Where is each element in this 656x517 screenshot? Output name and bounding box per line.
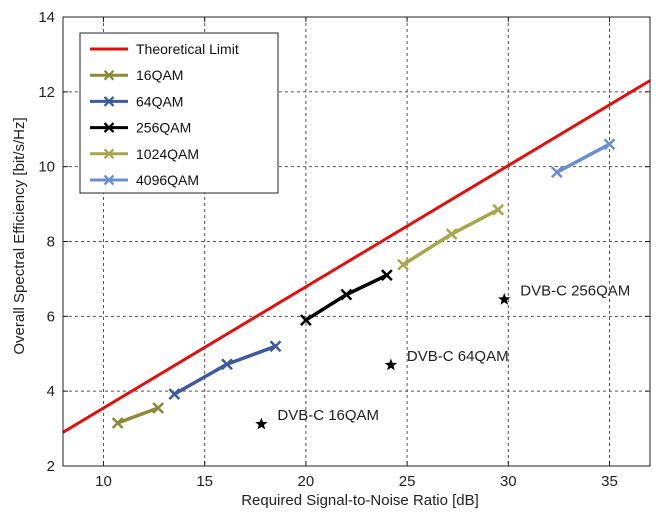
data-point [168, 388, 181, 401]
marker-stroke [380, 269, 393, 282]
marker-stroke [551, 166, 563, 179]
y-tick-label: 14 [38, 9, 55, 26]
data-point [551, 166, 563, 179]
series-16qam [111, 402, 165, 429]
x-tick-label: 15 [196, 473, 213, 490]
series-line [62, 79, 651, 434]
x-tick-label: 30 [500, 473, 517, 490]
series-theoretical-limit [62, 79, 651, 434]
series-line [117, 406, 159, 425]
marker-stroke [445, 228, 458, 240]
data-point [340, 288, 353, 301]
tick-labels: 10 15 20 25 30 35 2 4 6 8 10 12 14 [38, 9, 618, 490]
marker-stroke [111, 417, 124, 429]
marker-stroke [340, 288, 353, 301]
legend-entry-16qam: 16QAM [90, 67, 183, 83]
series-line [556, 142, 611, 174]
marker-stroke [103, 69, 115, 81]
legend-entry-4096qam: 4096QAM [90, 172, 199, 188]
marker-stroke [103, 96, 115, 107]
legend-label: 256QAM [136, 120, 191, 136]
data-point [397, 258, 409, 271]
legend-marker [103, 96, 115, 107]
series-layer [62, 79, 651, 434]
y-axis-label: Overall Spectral Efficiency [bit/s/Hz] [11, 117, 28, 354]
x-tick-label: 10 [95, 473, 112, 490]
marker-stroke [103, 148, 115, 160]
marker-stroke [492, 203, 505, 216]
legend-box [79, 32, 279, 194]
annotation-label: DVB-C 64QAM [407, 348, 509, 365]
series-64qam [168, 340, 282, 401]
legend-marker [103, 174, 115, 186]
y-tick-label: 2 [47, 458, 55, 475]
legend-marker [103, 122, 115, 133]
series-256qam [300, 269, 393, 326]
data-point [111, 417, 124, 429]
legend-entry-64qam: 64QAM [90, 93, 183, 109]
star-marker [498, 293, 511, 305]
legend: Theoretical Limit 16QAM 64QAM 256QAM 1024QAM… [79, 32, 279, 194]
x-tick-label: 25 [399, 473, 416, 490]
series-1024qam [397, 203, 505, 271]
data-point [300, 314, 312, 326]
star-marker [255, 417, 268, 430]
x-axis-label: Required Signal-to-Noise Ratio [dB] [241, 492, 479, 509]
data-point [492, 203, 505, 216]
data-point [269, 340, 282, 353]
annotation-label: DVB-C 16QAM [277, 407, 379, 424]
marker-stroke [103, 122, 115, 133]
legend-entry-256qam: 256QAM [90, 120, 191, 136]
axes-frame [62, 16, 651, 467]
y-tick-label: 10 [38, 159, 55, 176]
legend-entry-1024qam: 1024QAM [90, 146, 199, 162]
legend-label: 64QAM [136, 93, 183, 109]
y-tick-label: 4 [47, 383, 55, 400]
marker-stroke [300, 314, 312, 326]
legend-label: 1024QAM [136, 146, 199, 162]
marker-stroke [397, 258, 409, 271]
marker-stroke [269, 340, 282, 353]
legend-entry-theoretical-limit: Theoretical Limit [90, 41, 239, 57]
data-point [380, 269, 393, 282]
legend-label: Theoretical Limit [136, 41, 239, 57]
series-4096qam [551, 138, 616, 179]
annotation-dvb-c-16qam: DVB-C 16QAM [255, 407, 379, 430]
legend-label: 4096QAM [136, 172, 199, 188]
y-tick-label: 8 [47, 234, 55, 251]
star-marker [384, 358, 398, 371]
legend-label: 16QAM [136, 67, 183, 83]
data-point [603, 138, 616, 151]
data-point [445, 228, 458, 240]
marker-stroke [103, 174, 115, 186]
annotation-layer: DVB-C 16QAM DVB-C 64QAM DVB-C 256QAM [255, 282, 630, 430]
marker-stroke [152, 402, 165, 414]
annotation-dvb-c-64qam: DVB-C 64QAM [384, 348, 509, 371]
x-tick-label: 35 [601, 473, 618, 490]
y-tick-label: 6 [47, 308, 55, 325]
x-tick-label: 20 [298, 473, 315, 490]
annotation-label: DVB-C 256QAM [520, 282, 630, 299]
y-tick-label: 12 [38, 84, 55, 101]
marker-stroke [603, 138, 616, 151]
data-point [221, 358, 233, 371]
legend-marker [103, 69, 115, 81]
marker-stroke [168, 388, 181, 401]
annotation-dvb-c-256qam: DVB-C 256QAM [498, 282, 630, 305]
data-point [152, 402, 165, 414]
marker-stroke [221, 358, 233, 371]
legend-marker [103, 148, 115, 160]
